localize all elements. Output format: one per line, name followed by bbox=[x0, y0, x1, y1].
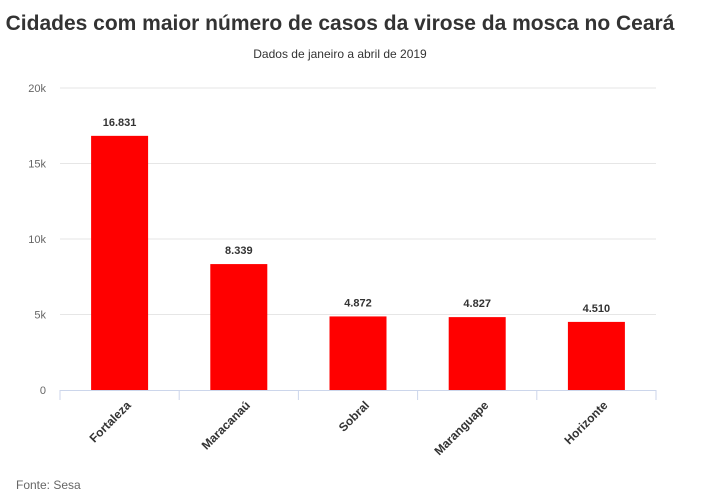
y-tick-label: 10k bbox=[28, 234, 46, 246]
chart-source: Fonte: Sesa bbox=[16, 478, 81, 492]
data-label: 4.510 bbox=[583, 303, 611, 315]
y-axis-ticks: 0 5k 10k 15k 20k bbox=[28, 83, 46, 397]
x-tick-label: Maranguape bbox=[431, 398, 491, 458]
x-tick-label: Maracanaú bbox=[199, 398, 253, 452]
x-tick-label: Fortaleza bbox=[87, 398, 134, 445]
data-label: 16.831 bbox=[103, 117, 137, 129]
data-labels: 16.831 8.339 4.872 4.827 4.510 bbox=[103, 117, 610, 315]
y-tick-label: 5k bbox=[34, 310, 46, 322]
y-tick-label: 20k bbox=[28, 83, 46, 95]
chart-title: Cidades com maior número de casos da vir… bbox=[5, 12, 675, 35]
data-label: 4.872 bbox=[344, 297, 372, 309]
bar-fortaleza bbox=[91, 135, 149, 390]
data-label: 8.339 bbox=[225, 245, 253, 257]
y-tick-label: 0 bbox=[40, 385, 46, 397]
grid-lines bbox=[60, 87, 656, 315]
bar-sobral bbox=[329, 316, 387, 390]
chart-subtitle: Dados de janeiro a abril de 2019 bbox=[253, 47, 427, 61]
bar-horizonte bbox=[567, 321, 625, 390]
bar-maranguape bbox=[448, 317, 506, 390]
x-axis: Fortaleza Maracanaú Sobral Maranguape Horizo… bbox=[59, 390, 657, 458]
x-tick-label: Sobral bbox=[336, 398, 372, 434]
data-label: 4.827 bbox=[463, 298, 491, 310]
x-tick-label: Horizonte bbox=[561, 398, 610, 447]
y-tick-label: 15k bbox=[28, 159, 46, 171]
bar-maracanaú bbox=[210, 264, 268, 390]
bars bbox=[91, 135, 625, 390]
